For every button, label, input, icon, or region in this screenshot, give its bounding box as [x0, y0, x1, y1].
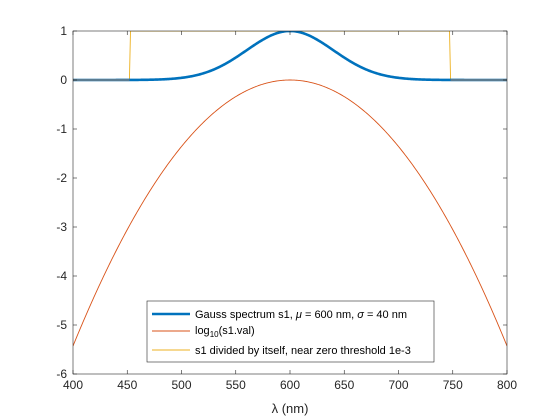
x-tick-label: 800 — [497, 378, 517, 392]
x-tick-label: 500 — [171, 378, 191, 392]
x-tick-label: 400 — [63, 378, 83, 392]
y-tick-label: -5 — [56, 318, 67, 332]
series-layer — [73, 31, 507, 347]
legend-gauss-sigma: σ — [357, 309, 364, 321]
series-log10 — [73, 79, 507, 347]
y-tick-label: -4 — [56, 269, 67, 283]
x-axis-label: λ (nm) — [272, 401, 309, 416]
legend-gauss-mid: = 600 nm, — [302, 309, 357, 321]
x-tick-label: 750 — [443, 378, 463, 392]
x-tick-label: 600 — [280, 378, 300, 392]
legend-log-sub: 10 — [210, 330, 219, 339]
legend-entry-log: log10(s1.val) — [195, 325, 255, 339]
legend-log-post: (s1.val) — [219, 325, 255, 337]
x-tick-label: 650 — [334, 378, 354, 392]
y-tick-label: -6 — [56, 367, 67, 381]
legend-box — [146, 300, 435, 363]
x-tick-label: 450 — [117, 378, 137, 392]
legend: Gauss spectrum s1, μ = 600 nm, σ = 40 nm… — [146, 300, 435, 363]
y-tick-label: -3 — [56, 220, 67, 234]
legend-gauss-post: = 40 nm — [364, 309, 407, 321]
legend-entry-ratio: s1 divided by itself, near zero threshol… — [195, 345, 411, 357]
x-tick-label: 700 — [388, 378, 408, 392]
legend-entry-gauss: Gauss spectrum s1, μ = 600 nm, σ = 40 nm — [195, 309, 407, 321]
y-tick-label: -1 — [56, 122, 67, 136]
series-gauss — [73, 31, 507, 82]
ticks-layer: 400 450 500 550 600 650 700 750 800 -6 -5 -4 -3 -2 -1 0… — [56, 24, 517, 392]
x-tick-label: 550 — [226, 378, 246, 392]
legend-gauss-pre: Gauss spectrum s1, — [195, 309, 296, 321]
legend-gauss-mu: μ — [295, 309, 302, 321]
y-tick-label: 0 — [60, 73, 67, 87]
y-tick-label: -2 — [56, 171, 67, 185]
legend-log-base: log — [195, 325, 210, 337]
y-tick-label: 1 — [60, 24, 67, 38]
